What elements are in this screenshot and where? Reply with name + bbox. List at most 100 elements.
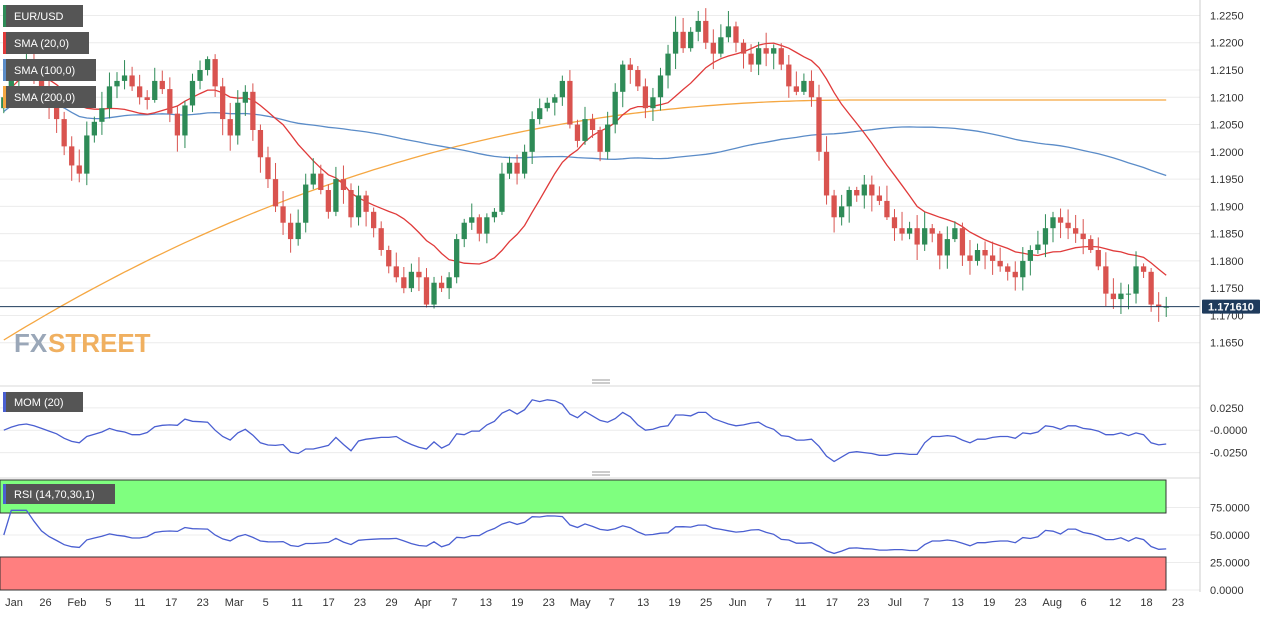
- candle-body: [280, 206, 286, 223]
- candle: [355, 185, 362, 226]
- candle-body: [1133, 266, 1139, 294]
- candle: [348, 183, 354, 228]
- candle-body: [363, 195, 369, 212]
- x-tick-label: 11: [795, 597, 806, 609]
- momentum-tick-label: -0.0250: [1210, 448, 1247, 460]
- candle-body: [657, 75, 664, 98]
- candle: [537, 98, 543, 125]
- candle: [703, 8, 709, 50]
- candle: [635, 65, 641, 92]
- candle-body: [1080, 233, 1086, 240]
- current-price-label: 1.171610: [1208, 302, 1254, 314]
- candle: [982, 241, 988, 270]
- candle-body: [1118, 293, 1124, 300]
- candle: [189, 73, 196, 113]
- candle: [295, 209, 301, 246]
- legend-sma-100[interactable]: SMA (100,0): [3, 59, 96, 81]
- candle: [333, 166, 339, 217]
- candle-body: [906, 228, 913, 234]
- candle-body: [816, 97, 822, 152]
- candle-body: [91, 121, 97, 136]
- candle: [204, 56, 211, 76]
- candle: [725, 10, 732, 43]
- candle-body: [1050, 217, 1056, 229]
- candle: [786, 55, 792, 98]
- candle-body: [204, 59, 211, 70]
- x-tick-label: 23: [197, 597, 209, 609]
- candle-body: [929, 228, 935, 234]
- candle-body: [529, 119, 535, 152]
- candle: [657, 67, 664, 111]
- candle: [854, 186, 860, 202]
- candle-body: [944, 239, 950, 256]
- candle: [846, 186, 852, 223]
- candle: [793, 71, 799, 96]
- candle: [650, 87, 656, 121]
- candle-body: [340, 179, 347, 190]
- x-tick-label: 7: [451, 597, 457, 609]
- candle-body: [167, 89, 173, 114]
- price-tick-label: 1.1850: [1210, 229, 1244, 241]
- legend-rsi[interactable]: RSI (14,70,30,1): [3, 484, 115, 504]
- candle: [1118, 282, 1124, 314]
- candle: [778, 43, 784, 71]
- legend-mom[interactable]: MOM (20): [3, 392, 83, 412]
- rsi-oversold-zone: [0, 556, 1167, 591]
- candle-body: [1156, 304, 1162, 307]
- candle-body: [635, 70, 641, 87]
- price-panel: 1.2250 1.2200 1.2150 1.2100 1.2050 1.2000 1.19…: [0, 5, 1260, 358]
- candle: [922, 212, 928, 251]
- candle: [220, 77, 226, 136]
- candle: [899, 211, 905, 241]
- candle: [1095, 237, 1101, 271]
- x-tick-label: 17: [165, 597, 177, 609]
- candle: [431, 276, 437, 309]
- x-tick-label: Mar: [225, 597, 244, 609]
- candle: [461, 218, 467, 248]
- candle: [816, 84, 822, 161]
- candle: [884, 185, 890, 221]
- candle-body: [461, 222, 467, 240]
- price-tick-label: 1.1950: [1210, 174, 1244, 186]
- candle-body: [1035, 244, 1041, 250]
- candle-body: [1088, 239, 1094, 250]
- x-tick-label: 19: [983, 597, 995, 609]
- candle-body: [733, 26, 739, 43]
- legend-sma-20[interactable]: SMA (20,0): [3, 32, 89, 54]
- candle: [597, 126, 603, 162]
- candle-body: [567, 80, 573, 125]
- rsi-tick-label: 50.0000: [1210, 530, 1250, 542]
- momentum-tick-label: -0.0000: [1210, 425, 1247, 437]
- candle-body: [250, 91, 256, 130]
- candle-body: [846, 190, 852, 207]
- momentum-path: [3, 399, 1167, 463]
- candle-body: [295, 222, 301, 240]
- candle: [952, 221, 958, 243]
- candle: [159, 70, 165, 95]
- candle-body: [1073, 228, 1079, 234]
- candle-body: [1042, 228, 1049, 245]
- candle: [401, 266, 407, 294]
- candle-body: [265, 157, 271, 180]
- candle: [250, 83, 256, 141]
- candle-body: [514, 162, 520, 174]
- legend-symbol[interactable]: EUR/USD: [3, 5, 83, 27]
- candle-body: [152, 80, 158, 100]
- panel-resize-handle-2[interactable]: [592, 471, 610, 476]
- panel-resize-handle-1[interactable]: [592, 379, 610, 384]
- rsi-tick-label: 0.0000: [1210, 585, 1244, 597]
- candle: [197, 60, 203, 90]
- x-tick-label: 13: [480, 597, 492, 609]
- rsi-path: [3, 509, 1167, 555]
- candle-body: [499, 173, 505, 212]
- candle: [672, 16, 679, 70]
- candle: [906, 221, 913, 240]
- legend-sma-200[interactable]: SMA (200,0): [3, 86, 96, 108]
- candle-body: [937, 233, 943, 256]
- candle: [1005, 263, 1011, 281]
- candle: [665, 44, 671, 89]
- x-tick-label: 17: [322, 597, 334, 609]
- price-tick-label: 1.2050: [1210, 120, 1244, 132]
- candle: [1125, 284, 1132, 310]
